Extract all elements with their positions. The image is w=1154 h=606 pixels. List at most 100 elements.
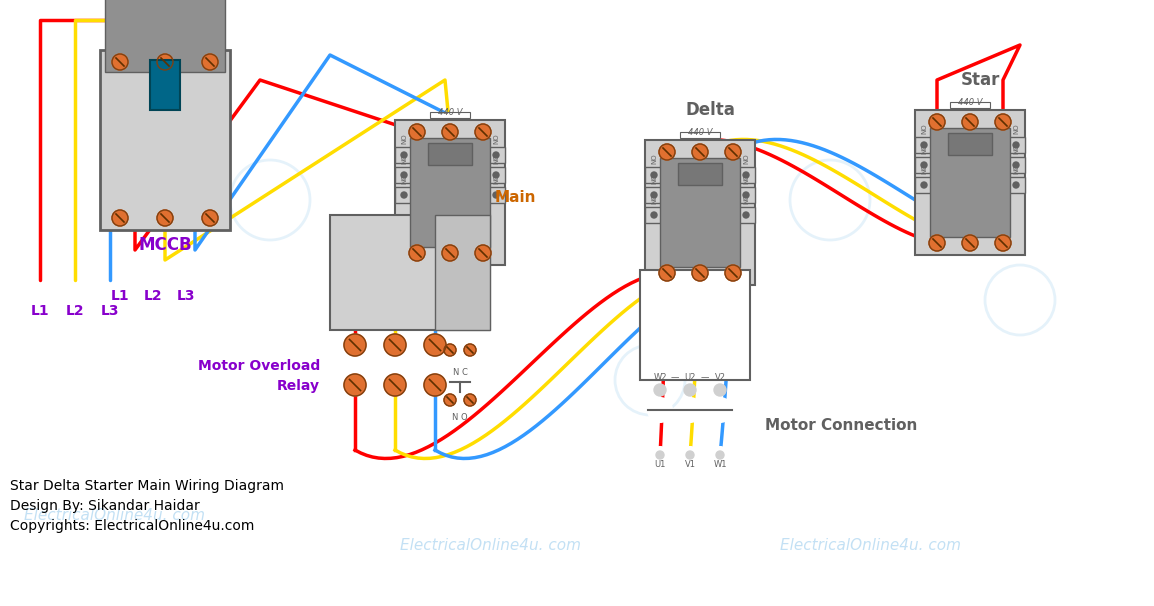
Text: U2: U2: [684, 373, 696, 382]
Text: ElectricalOnline4u. com: ElectricalOnline4u. com: [399, 538, 580, 553]
Circle shape: [651, 212, 657, 218]
Text: L3: L3: [177, 289, 195, 303]
Text: NO: NO: [493, 133, 499, 144]
Circle shape: [659, 265, 675, 281]
Text: 440 V: 440 V: [437, 108, 463, 117]
FancyBboxPatch shape: [487, 167, 505, 183]
Circle shape: [409, 245, 425, 261]
FancyBboxPatch shape: [428, 143, 472, 165]
Circle shape: [962, 235, 977, 251]
Text: NO: NO: [743, 153, 749, 164]
Text: Main: Main: [495, 190, 537, 205]
Text: NO: NO: [1013, 164, 1019, 174]
Circle shape: [995, 235, 1011, 251]
Text: NO: NO: [1013, 124, 1019, 134]
Text: NO: NO: [743, 193, 749, 204]
Circle shape: [679, 398, 702, 422]
FancyBboxPatch shape: [950, 102, 990, 108]
FancyBboxPatch shape: [645, 140, 755, 285]
FancyBboxPatch shape: [395, 187, 413, 203]
Circle shape: [400, 172, 407, 178]
Text: Star Delta Starter Main Wiring Diagram: Star Delta Starter Main Wiring Diagram: [10, 479, 284, 493]
FancyBboxPatch shape: [105, 0, 225, 72]
Circle shape: [157, 54, 173, 70]
FancyBboxPatch shape: [737, 187, 755, 203]
Circle shape: [493, 172, 499, 178]
Circle shape: [464, 344, 475, 356]
Text: ElectricalOnline4u. com: ElectricalOnline4u. com: [24, 508, 205, 523]
Text: Delta: Delta: [685, 101, 735, 119]
Text: —: —: [670, 373, 680, 382]
FancyBboxPatch shape: [487, 147, 505, 163]
Circle shape: [442, 124, 458, 140]
Circle shape: [424, 374, 445, 396]
Circle shape: [929, 114, 945, 130]
FancyBboxPatch shape: [410, 138, 490, 247]
Circle shape: [1013, 162, 1019, 168]
Circle shape: [685, 451, 694, 459]
Circle shape: [444, 394, 456, 406]
FancyBboxPatch shape: [737, 167, 755, 183]
Text: V1: V1: [684, 460, 696, 469]
FancyBboxPatch shape: [330, 215, 490, 330]
Text: NC: NC: [651, 174, 657, 184]
Circle shape: [384, 334, 406, 356]
Circle shape: [464, 394, 475, 406]
Circle shape: [921, 182, 927, 188]
Circle shape: [652, 447, 668, 463]
FancyBboxPatch shape: [645, 167, 664, 183]
Text: Motor Connection: Motor Connection: [765, 418, 917, 433]
Text: Relay: Relay: [277, 379, 320, 393]
Circle shape: [743, 192, 749, 198]
Text: Copyrights: ElectricalOnline4u.com: Copyrights: ElectricalOnline4u.com: [10, 519, 254, 533]
Circle shape: [157, 210, 173, 226]
Text: NO: NO: [651, 153, 657, 164]
Text: L3: L3: [100, 304, 119, 318]
Text: L2: L2: [144, 289, 163, 303]
FancyBboxPatch shape: [640, 270, 750, 380]
Circle shape: [743, 172, 749, 178]
Circle shape: [112, 210, 128, 226]
Text: NC: NC: [1013, 144, 1019, 154]
Circle shape: [725, 144, 741, 160]
FancyBboxPatch shape: [737, 207, 755, 223]
Circle shape: [202, 210, 218, 226]
Circle shape: [682, 447, 698, 463]
FancyBboxPatch shape: [915, 157, 932, 173]
Circle shape: [400, 152, 407, 158]
Circle shape: [424, 334, 445, 356]
FancyBboxPatch shape: [1007, 177, 1025, 193]
Text: NC: NC: [921, 144, 927, 154]
Circle shape: [921, 142, 927, 148]
Circle shape: [649, 398, 672, 422]
Text: L2: L2: [66, 304, 84, 318]
Circle shape: [493, 192, 499, 198]
Circle shape: [714, 384, 726, 396]
FancyBboxPatch shape: [150, 60, 180, 110]
Circle shape: [409, 124, 425, 140]
Circle shape: [921, 162, 927, 168]
Text: L1: L1: [111, 289, 129, 303]
Circle shape: [442, 245, 458, 261]
Text: N O: N O: [452, 413, 467, 422]
Circle shape: [659, 144, 675, 160]
Circle shape: [692, 265, 709, 281]
Text: L1: L1: [31, 304, 50, 318]
Text: NO: NO: [400, 133, 407, 144]
Text: N C: N C: [452, 368, 467, 377]
Text: ElectricalOnline4u. com: ElectricalOnline4u. com: [779, 538, 960, 553]
Circle shape: [202, 54, 218, 70]
Text: W2: W2: [653, 373, 667, 382]
Text: NO: NO: [921, 164, 927, 174]
FancyBboxPatch shape: [395, 167, 413, 183]
Text: —: —: [700, 373, 710, 382]
Text: NO: NO: [400, 173, 407, 184]
FancyBboxPatch shape: [915, 177, 932, 193]
Circle shape: [384, 374, 406, 396]
Circle shape: [651, 192, 657, 198]
FancyBboxPatch shape: [679, 163, 722, 185]
Text: 440 V: 440 V: [958, 98, 982, 107]
Circle shape: [112, 54, 128, 70]
Circle shape: [929, 235, 945, 251]
Circle shape: [715, 451, 724, 459]
